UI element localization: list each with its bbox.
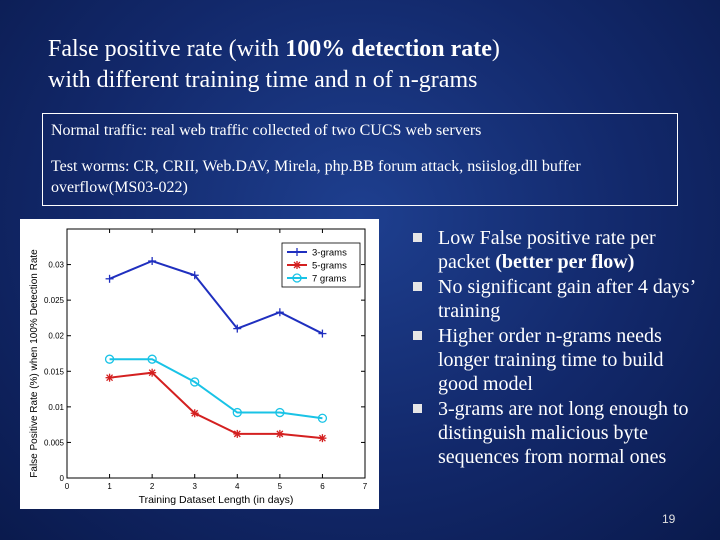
bullet-bold-text: (better per flow) bbox=[495, 251, 635, 273]
legend-label: 5-grams bbox=[312, 261, 347, 272]
circle-marker bbox=[232, 407, 242, 418]
x-tick-label: 3 bbox=[192, 482, 197, 491]
x-tick-label: 5 bbox=[278, 482, 283, 491]
y-tick-label: 0.03 bbox=[48, 261, 64, 270]
y-tick-label: 0.015 bbox=[44, 367, 65, 376]
y-tick-label: 0.02 bbox=[48, 332, 64, 341]
series-3-grams bbox=[105, 257, 327, 338]
series-7-grams bbox=[104, 354, 328, 423]
star-marker bbox=[318, 434, 326, 442]
title-line2: with different training time and n of n-… bbox=[48, 67, 478, 93]
y-axis-label: False Positive Rate (%) when 100% Detect… bbox=[29, 249, 40, 478]
star-marker bbox=[233, 430, 241, 438]
bullet-item: Higher order n-grams needs longer traini… bbox=[413, 324, 703, 396]
bullet-text: Low False positive rate per packet bbox=[438, 227, 656, 273]
bullet-text: 3-grams are not long enough to distingui… bbox=[438, 398, 689, 468]
title-bold: 100% detection rate bbox=[285, 36, 492, 62]
circle-marker bbox=[147, 354, 157, 364]
info-box-line1: Normal traffic: real web traffic collect… bbox=[51, 122, 482, 139]
y-tick-label: 0.025 bbox=[44, 296, 65, 305]
square-bullet-icon bbox=[413, 331, 422, 340]
circle-marker bbox=[104, 354, 115, 364]
star-marker bbox=[106, 374, 114, 382]
y-tick-label: 0.01 bbox=[48, 403, 64, 412]
false-positive-chart: 0 1 2 3 4 5 6 7 0 0.005 0.01 0.015 0.02 0.025 0.03 Trai… bbox=[29, 228, 368, 506]
x-tick-label: 6 bbox=[320, 482, 325, 491]
x-tick-label: 2 bbox=[150, 482, 155, 491]
x-tick-label: 1 bbox=[107, 482, 112, 491]
series-line bbox=[109, 371, 323, 440]
bullet-text: No significant gain after 4 days’ traini… bbox=[438, 276, 695, 322]
series-line bbox=[109, 259, 323, 335]
square-bullet-icon bbox=[413, 404, 422, 413]
y-tick-label: 0 bbox=[60, 474, 65, 483]
info-box: Normal traffic: real web traffic collect… bbox=[42, 113, 678, 206]
bullet-item: 3-grams are not long enough to distingui… bbox=[413, 397, 703, 469]
bullet-text: Higher order n-grams needs longer traini… bbox=[438, 325, 664, 395]
circle-marker bbox=[275, 407, 285, 418]
bullet-item: Low False positive rate per packet (bett… bbox=[413, 226, 703, 274]
star-marker bbox=[276, 430, 284, 438]
bullet-item: No significant gain after 4 days’ traini… bbox=[413, 275, 703, 323]
x-axis-label: Training Dataset Length (in days) bbox=[139, 494, 294, 506]
series-line bbox=[109, 358, 323, 420]
star-marker bbox=[293, 261, 301, 269]
star-marker bbox=[191, 409, 199, 417]
x-tick-label: 7 bbox=[363, 482, 368, 491]
x-tick-label: 4 bbox=[235, 482, 240, 491]
legend-entry: 3-grams bbox=[287, 248, 347, 259]
y-tick-label: 0.005 bbox=[44, 438, 65, 447]
chart-panel: 0 1 2 3 4 5 6 7 0 0.005 0.01 0.015 0.02 0.025 0.03 Trai… bbox=[20, 219, 379, 509]
legend-label: 3-grams bbox=[312, 248, 347, 259]
title-part1: False positive rate (with bbox=[48, 36, 286, 62]
square-bullet-icon bbox=[413, 282, 422, 291]
legend-entry: 5-grams bbox=[287, 261, 347, 272]
slide-title: False positive rate (with 100% detection… bbox=[48, 34, 688, 96]
circle-marker bbox=[190, 377, 200, 387]
info-box-line2: Test worms: CR, CRII, Web.DAV, Mirela, p… bbox=[51, 158, 581, 196]
bullet-list: Low False positive rate per packet (bett… bbox=[413, 226, 703, 470]
star-marker bbox=[148, 369, 156, 377]
series-5-grams bbox=[105, 368, 327, 443]
title-part2: ) bbox=[491, 36, 500, 62]
circle-marker bbox=[317, 413, 328, 423]
page-number: 19 bbox=[662, 512, 676, 526]
x-tick-label: 0 bbox=[65, 482, 70, 491]
legend-entry: 7 grams bbox=[287, 273, 347, 285]
legend-label: 7 grams bbox=[312, 274, 347, 285]
square-bullet-icon bbox=[413, 233, 422, 242]
circle-marker bbox=[292, 273, 302, 283]
